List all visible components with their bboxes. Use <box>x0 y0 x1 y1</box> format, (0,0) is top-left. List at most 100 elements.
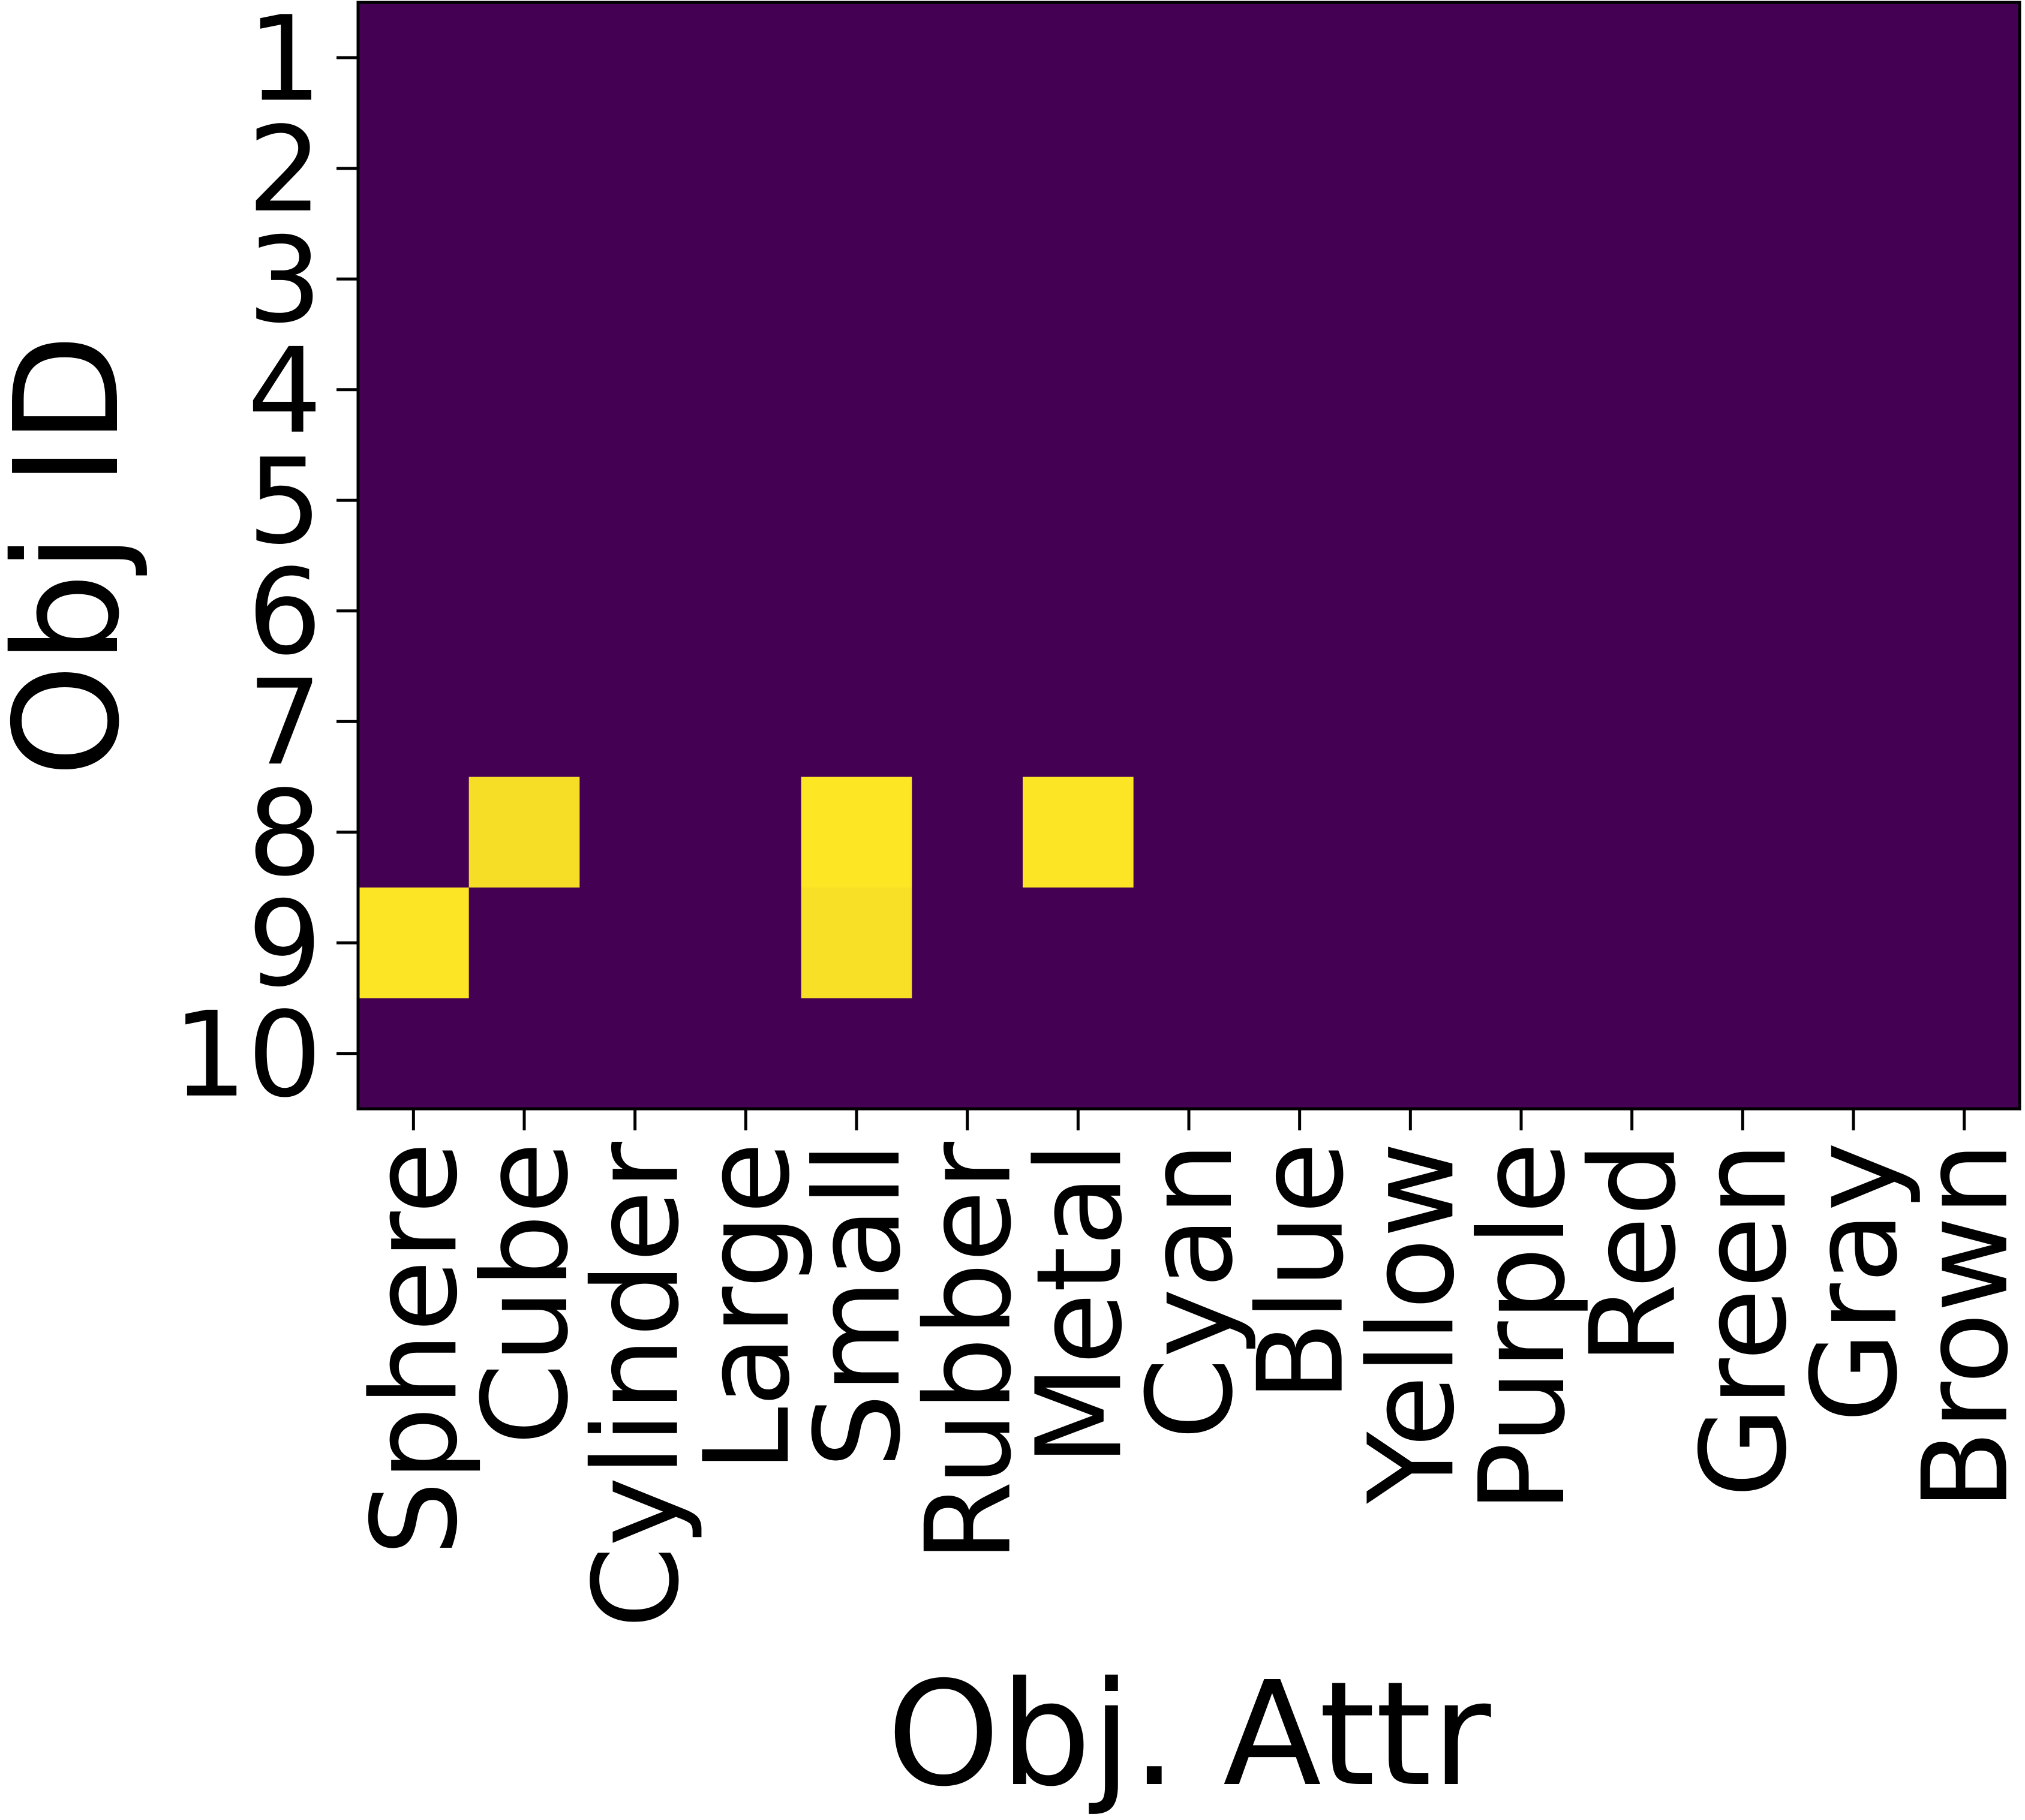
heatmap-cell <box>579 555 691 667</box>
x-tick-label: Yellow <box>1344 1142 1480 1504</box>
y-tick-label: 10 <box>173 987 322 1124</box>
heatmap-cell <box>1909 555 2020 667</box>
heatmap-cell <box>801 888 912 999</box>
heatmap-cell <box>690 555 802 667</box>
heatmap-cell <box>1576 555 1688 667</box>
heatmap-cell <box>1465 777 1577 888</box>
y-tick-label: 1 <box>247 0 322 128</box>
heatmap-cell <box>801 2 912 114</box>
heatmap-cell <box>1133 224 1245 335</box>
heatmap-cell <box>1023 224 1134 335</box>
heatmap-cell <box>912 555 1023 667</box>
heatmap-cell <box>1355 777 1467 888</box>
heatmap-cell <box>690 334 802 446</box>
heatmap-cell <box>468 2 580 114</box>
heatmap-cell <box>1909 2 2020 114</box>
heatmap-cell <box>690 998 802 1109</box>
heatmap-cell <box>1576 445 1688 556</box>
heatmap-cell <box>1687 998 1799 1109</box>
heatmap-cell <box>579 113 691 224</box>
heatmap-cell <box>690 224 802 335</box>
heatmap-cell <box>468 445 580 556</box>
heatmap-cell <box>1133 113 1245 224</box>
heatmap-cell <box>1465 334 1577 446</box>
heatmap-cell <box>801 998 912 1109</box>
heatmap-cell <box>1798 888 1909 999</box>
x-tick-label: Gray <box>1787 1142 1924 1423</box>
heatmap-cell <box>1465 555 1577 667</box>
heatmap-cell <box>1909 445 2020 556</box>
heatmap-cell <box>1133 2 1245 114</box>
heatmap-cell <box>579 998 691 1109</box>
heatmap-cell <box>1244 555 1356 667</box>
y-tick-label: 3 <box>247 212 322 349</box>
x-tick-label: Small <box>790 1142 927 1468</box>
heatmap-cell <box>801 666 912 778</box>
heatmap-cell <box>468 777 580 888</box>
heatmap-cell <box>690 666 802 778</box>
heatmap-cell <box>1244 113 1356 224</box>
x-tick-label: Blue <box>1233 1142 1370 1402</box>
heatmap-cell <box>1798 2 1909 114</box>
heatmap-cell <box>1687 334 1799 446</box>
heatmap-cell <box>690 777 802 888</box>
x-tick-label: Metal <box>1011 1142 1148 1466</box>
heatmap-cell <box>358 666 470 778</box>
x-axis: SphereCubeCylinderLargeSmallRubberMetalC… <box>347 1109 2025 1629</box>
heatmap-cell <box>801 555 912 667</box>
heatmap-cell <box>1687 777 1799 888</box>
heatmap-cell <box>1355 888 1467 999</box>
heatmap-cell <box>1244 2 1356 114</box>
heatmap-cell <box>1798 777 1909 888</box>
heatmap-cell <box>1133 666 1245 778</box>
heatmap-cell <box>1023 445 1134 556</box>
heatmap-cell <box>1465 2 1577 114</box>
heatmap-cell <box>1576 113 1688 224</box>
x-tick-label: Cylinder <box>569 1142 705 1629</box>
heatmap-cell <box>1798 666 1909 778</box>
y-tick-label: 4 <box>247 323 322 460</box>
heatmap-cell <box>1244 445 1356 556</box>
heatmap-cell <box>1244 998 1356 1109</box>
heatmap-cell <box>1355 2 1467 114</box>
heatmap-cell <box>912 224 1023 335</box>
heatmap-cell <box>358 888 470 999</box>
heatmap-cell <box>1023 666 1134 778</box>
heatmap-cell <box>1687 113 1799 224</box>
y-tick-label: 7 <box>247 655 322 792</box>
heatmap-cell <box>1909 113 2020 224</box>
heatmap-cell <box>579 888 691 999</box>
x-tick-label: Purple <box>1455 1142 1591 1513</box>
heatmap-cell <box>801 777 912 888</box>
heatmap-cell <box>1465 445 1577 556</box>
heatmap-cell <box>579 334 691 446</box>
heatmap-cell <box>579 445 691 556</box>
x-tick-label: Red <box>1566 1142 1702 1365</box>
heatmap-cell <box>358 224 470 335</box>
x-tick-label: Brown <box>1898 1142 2025 1511</box>
heatmap-cell <box>1576 777 1688 888</box>
heatmap-cell <box>579 224 691 335</box>
heatmap-cell <box>912 998 1023 1109</box>
heatmap-cell <box>1798 998 1909 1109</box>
heatmap-cell <box>912 334 1023 446</box>
heatmap-cell <box>1023 334 1134 446</box>
heatmap-cell <box>1687 888 1799 999</box>
heatmap-cell <box>690 113 802 224</box>
heatmap-cell <box>1798 445 1909 556</box>
heatmap-cell <box>1133 334 1245 446</box>
heatmap-cell <box>1133 445 1245 556</box>
heatmap-cell <box>358 2 470 114</box>
heatmap-cell <box>1355 224 1467 335</box>
heatmap-cell <box>1465 666 1577 778</box>
heatmap-cell <box>1355 334 1467 446</box>
heatmap-cell <box>1244 666 1356 778</box>
x-axis-label: Obj. Attr <box>887 1650 1491 1818</box>
heatmap-cell <box>1687 2 1799 114</box>
heatmap-cell <box>1909 224 2020 335</box>
heatmap-cell <box>1355 555 1467 667</box>
heatmap-cell <box>801 113 912 224</box>
heatmap-cell <box>1576 2 1688 114</box>
